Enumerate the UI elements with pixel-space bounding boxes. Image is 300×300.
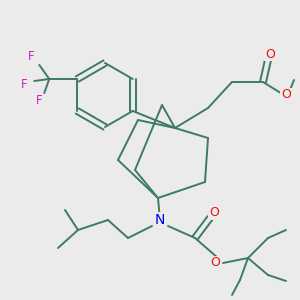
Text: F: F <box>21 77 28 91</box>
Text: O: O <box>210 256 220 269</box>
Text: O: O <box>265 47 275 61</box>
Text: F: F <box>36 94 43 107</box>
Text: O: O <box>209 206 219 220</box>
Text: N: N <box>155 213 165 227</box>
Text: F: F <box>28 50 34 64</box>
Text: O: O <box>281 88 291 101</box>
